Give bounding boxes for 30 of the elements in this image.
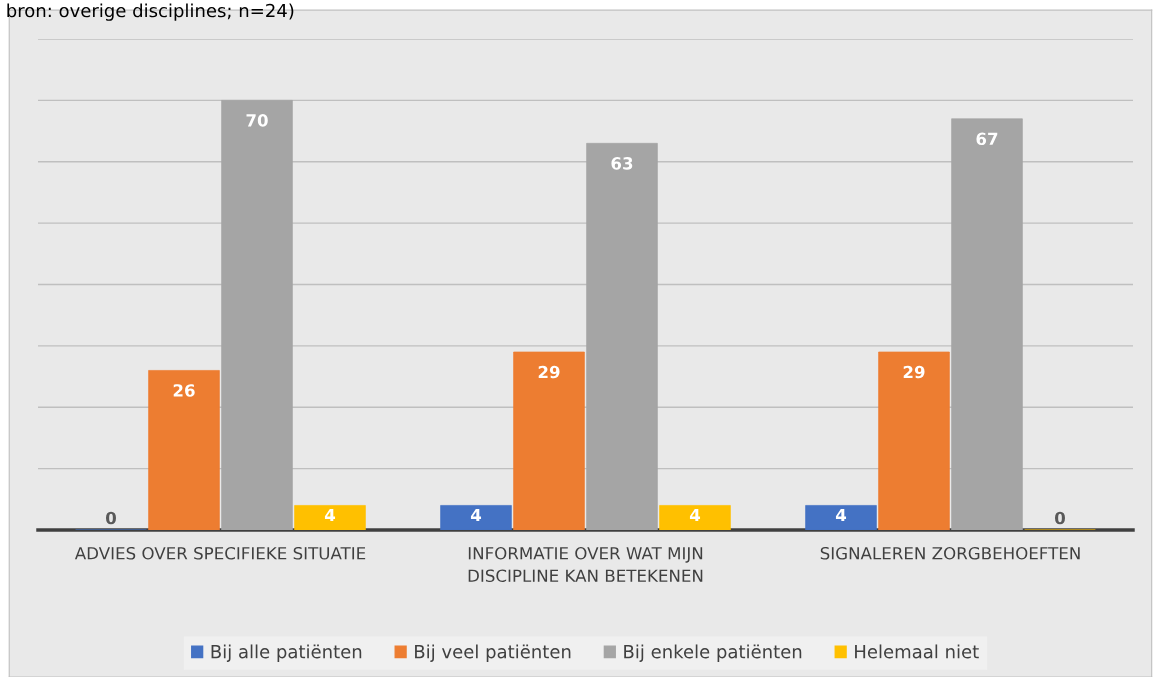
data-label: 4 [470,508,482,522]
data-label: 29 [903,365,925,379]
bar [586,142,658,530]
data-label: 70 [246,114,268,127]
data-label: 4 [689,508,701,522]
bar [221,100,293,530]
bar [805,505,877,530]
data-label: 63 [611,157,633,170]
x-tick-label: INFORMATIE OVER WAT MIJN DISCIPLINE KAN BETEKENEN [468,546,703,583]
data-label: 67 [976,132,998,146]
x-tick-label: ADVIES OVER SPECIFIEKE SITUATIE [74,546,366,560]
text: bron: overige disciplines; n=24) [7,3,294,21]
data-label: 0 [1055,511,1065,525]
legend-label: Bij enkele patiënten [624,644,802,662]
bar [878,351,950,530]
bar [659,505,731,530]
data-label: 0 [106,511,116,525]
data-label: 26 [173,384,195,397]
bar [951,118,1023,530]
bar [440,505,512,530]
bar [513,351,585,530]
x-tick-label: SIGNALEREN ZORGBEHOEFTEN [820,546,1080,560]
legend-label: Bij veel patiënten [415,644,571,662]
legend-label: Bij alle patiënten [211,644,362,662]
data-label: 4 [324,508,336,522]
legend-label: Helemaal niet [855,644,979,659]
data-label: 29 [538,365,560,379]
bar [148,370,220,530]
bar [294,505,366,530]
data-label: 4 [835,508,847,522]
